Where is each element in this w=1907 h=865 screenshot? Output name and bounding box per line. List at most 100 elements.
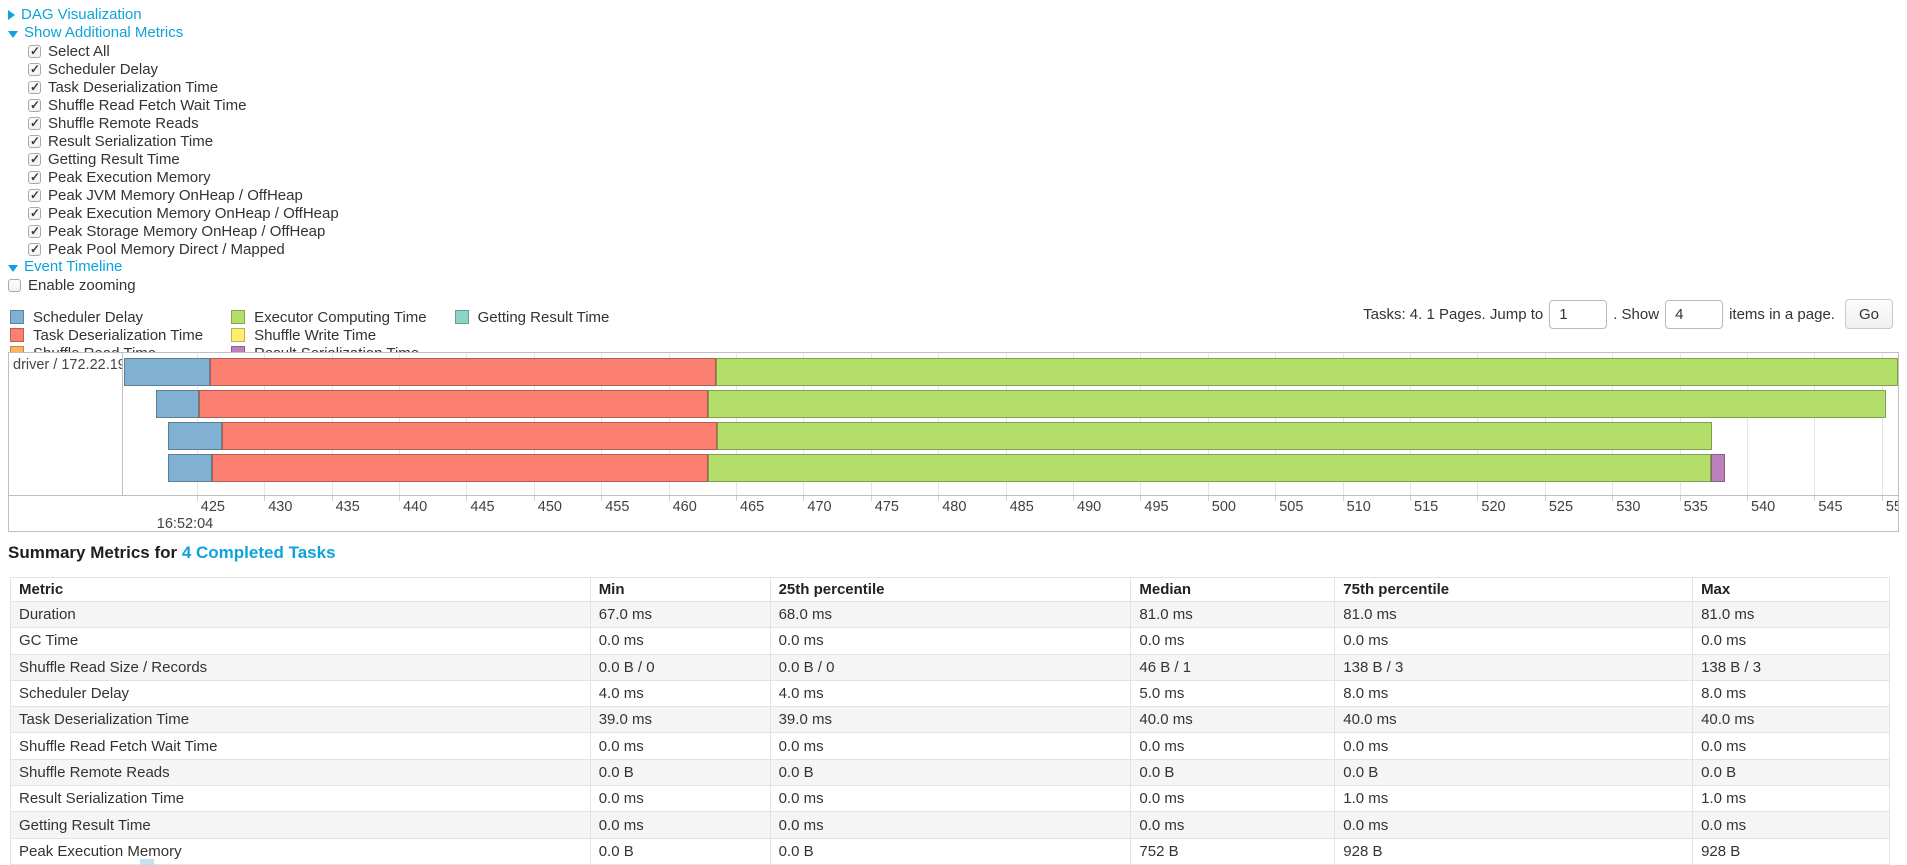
task-bar-segment-result-serialization-time[interactable] — [1710, 454, 1726, 482]
table-row: Duration 67.0 ms 68.0 ms 81.0 ms 81.0 ms 81.0… — [10, 600, 1890, 629]
checkbox-peak-pool-memory-direct-mapped[interactable] — [28, 242, 41, 256]
metric-checkbox-row[interactable]: Select All — [28, 42, 339, 60]
axis-tick — [1073, 496, 1074, 501]
items-per-page-input[interactable] — [1665, 299, 1724, 329]
axis-tick-label: 455 — [605, 499, 630, 515]
metric-checkbox-row[interactable]: Peak Storage Memory OnHeap / OffHeap — [28, 222, 339, 240]
checkbox-peak-jvm-memory-onheap-offheap[interactable] — [28, 188, 41, 202]
axis-tick-label: 530 — [1616, 499, 1641, 515]
metric-name-cell: Duration — [10, 600, 591, 629]
metric-checkbox-row[interactable]: Result Serialization Time — [28, 132, 339, 150]
go-button[interactable]: Go — [1844, 299, 1893, 329]
task-bar-segment-scheduler-delay[interactable] — [168, 454, 212, 482]
checkbox-shuffle-read-fetch-wait-time[interactable] — [28, 98, 41, 112]
checkbox-peak-execution-memory-onheap-offheap[interactable] — [28, 206, 41, 220]
checkbox-select-all[interactable] — [28, 44, 41, 58]
stage-detail-controls: DAG Visualization Show Additional Metric… — [8, 6, 339, 294]
metric-checkbox-row[interactable]: Peak Execution Memory — [28, 168, 339, 186]
jump-to-page-input[interactable] — [1549, 299, 1608, 329]
axis-tick — [1747, 496, 1749, 501]
metric-value-cell: 1.0 ms — [1334, 785, 1694, 813]
checkbox-getting-result-time[interactable] — [28, 152, 41, 166]
checkbox-label: Select All — [48, 42, 110, 60]
checkbox-peak-execution-memory[interactable] — [28, 170, 41, 184]
metric-checkbox-row[interactable]: Scheduler Delay — [28, 60, 339, 78]
metric-value-cell: 0.0 B — [589, 758, 771, 787]
task-bar-segment-scheduler-delay[interactable] — [124, 358, 211, 386]
metric-value-cell: 46 B / 1 — [1130, 653, 1336, 681]
dag-visualization-toggle[interactable]: DAG Visualization — [8, 6, 339, 24]
table-header-max: Max — [1692, 577, 1890, 602]
task-bar-segment-executor-computing-time[interactable] — [707, 454, 1711, 482]
axis-tick — [938, 496, 940, 501]
metric-checkbox-row[interactable]: Getting Result Time — [28, 150, 339, 168]
timeline-axis-date-label: 16:52:04 — [156, 516, 214, 532]
metric-name-cell: Task Deserialization Time — [10, 706, 591, 734]
timeline-plot-area[interactable] — [124, 353, 1898, 495]
axis-tick — [1612, 496, 1614, 501]
metric-value-cell: 0.0 ms — [1130, 785, 1336, 813]
checkbox-label: Peak JVM Memory OnHeap / OffHeap — [48, 186, 303, 204]
event-timeline-toggle[interactable]: Event Timeline — [8, 258, 339, 276]
task-bar-segment-scheduler-delay[interactable] — [156, 390, 200, 418]
axis-tick-label: 475 — [874, 499, 899, 515]
show-additional-metrics-label: Show Additional Metrics — [24, 24, 184, 41]
axis-tick-label: 425 — [200, 499, 225, 515]
metric-value-cell: 0.0 ms — [1692, 811, 1890, 839]
task-bar-segment-task-deserialization-time[interactable] — [210, 358, 716, 386]
metric-checkbox-row[interactable]: Peak Pool Memory Direct / Mapped — [28, 240, 339, 258]
table-header-75th-percentile: 75th percentile — [1334, 577, 1694, 602]
task-pagination: Tasks: 4. 1 Pages. Jump to . Show items … — [1363, 298, 1893, 330]
legend-item: Task Deserialization Time — [10, 326, 203, 344]
table-row: Getting Result Time 0.0 ms 0.0 ms 0.0 ms 0.0… — [10, 811, 1890, 839]
axis-tick — [1005, 496, 1007, 501]
metric-value-cell: 0.0 B — [589, 837, 771, 865]
metric-checkbox-row[interactable]: Peak JVM Memory OnHeap / OffHeap — [28, 186, 339, 204]
axis-tick — [1477, 496, 1479, 501]
axis-tick-label: 535 — [1683, 499, 1708, 515]
task-bar-segment-task-deserialization-time[interactable] — [199, 390, 708, 418]
metric-checkbox-row[interactable]: Shuffle Read Fetch Wait Time — [28, 96, 339, 114]
metric-value-cell: 0.0 ms — [589, 627, 771, 655]
task-bar-segment-executor-computing-time[interactable] — [715, 358, 1898, 386]
checkbox-result-serialization-time[interactable] — [28, 134, 41, 148]
show-additional-metrics-toggle[interactable]: Show Additional Metrics — [8, 24, 339, 42]
task-bar-segment-task-deserialization-time[interactable] — [222, 422, 718, 450]
legend-item: Getting Result Time — [454, 308, 609, 326]
metric-checkbox-row[interactable]: Task Deserialization Time — [28, 78, 339, 96]
task-bar-segment-task-deserialization-time[interactable] — [211, 454, 708, 482]
enable-zooming-label: Enable zooming — [28, 276, 136, 294]
axis-tick-label: 470 — [807, 499, 832, 515]
metric-value-cell: 0.0 ms — [1130, 627, 1336, 655]
checkbox-peak-storage-memory-onheap-offheap[interactable] — [28, 224, 41, 238]
summary-metrics-heading: Summary Metrics for 4 Completed Tasks — [8, 543, 336, 563]
metric-value-cell: 0.0 ms — [1334, 811, 1694, 839]
task-bar-segment-executor-computing-time[interactable] — [707, 390, 1886, 418]
axis-tick — [196, 496, 198, 501]
checkbox-scheduler-delay[interactable] — [28, 62, 41, 76]
completed-tasks-link[interactable]: 4 Completed Tasks — [181, 543, 336, 562]
enable-zooming-checkbox[interactable] — [8, 278, 21, 292]
checkbox-label: Shuffle Read Fetch Wait Time — [48, 96, 247, 114]
metric-value-cell: 40.0 ms — [1334, 706, 1694, 734]
task-bar-segment-scheduler-delay[interactable] — [168, 422, 223, 450]
axis-tick — [264, 496, 266, 501]
metric-name-cell: Peak Execution Memory — [10, 837, 591, 865]
axis-tick-label: 430 — [268, 499, 293, 515]
axis-tick — [1207, 496, 1209, 501]
task-bar-segment-executor-computing-time[interactable] — [717, 422, 1712, 450]
metric-value-cell: 0.0 ms — [769, 785, 1132, 813]
checkbox-task-deserialization-time[interactable] — [28, 80, 41, 94]
metric-checkbox-row[interactable]: Peak Execution Memory OnHeap / OffHeap — [28, 204, 339, 222]
metric-checkbox-row[interactable]: Shuffle Remote Reads — [28, 114, 339, 132]
checkbox-shuffle-remote-reads[interactable] — [28, 116, 41, 130]
metric-name-cell: Getting Result Time — [10, 811, 591, 839]
metric-value-cell: 0.0 B / 0 — [769, 653, 1132, 681]
axis-tick — [803, 496, 805, 501]
axis-tick-label: 525 — [1548, 499, 1574, 515]
axis-tick-label: 550 — [1885, 499, 1898, 515]
metric-value-cell: 0.0 B — [1130, 758, 1336, 787]
legend-swatch — [231, 310, 246, 324]
axis-tick-label: 510 — [1346, 499, 1371, 515]
enable-zooming-control[interactable]: Enable zooming — [8, 276, 339, 294]
